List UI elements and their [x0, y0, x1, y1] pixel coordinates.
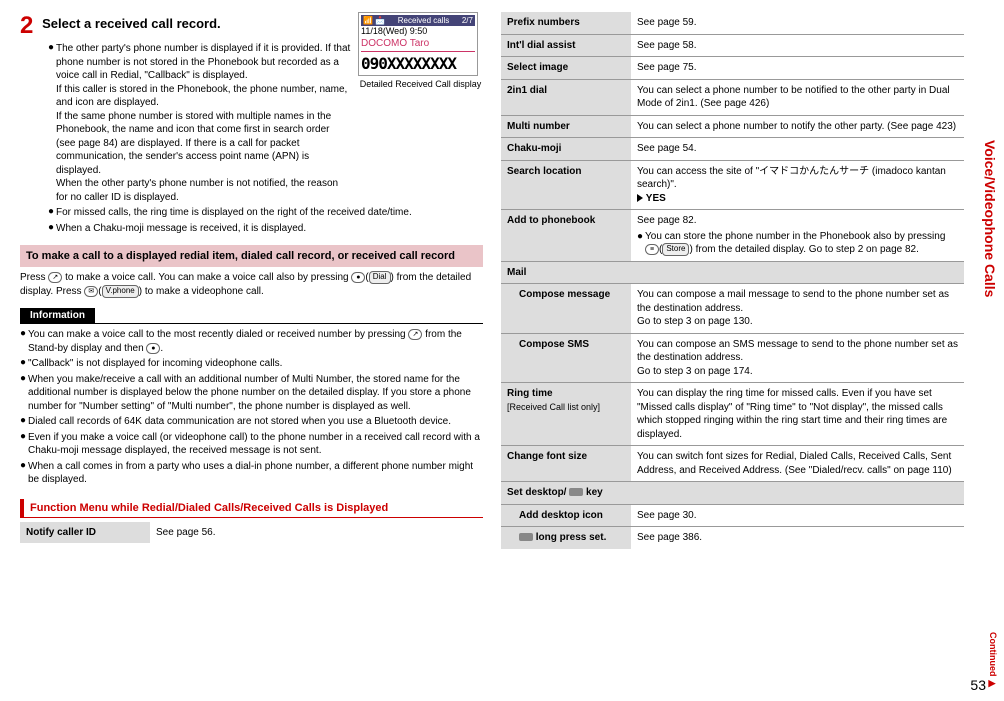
callout-bar: To make a call to a displayed redial ite… [20, 245, 483, 267]
right-column: Prefix numbersSee page 59. Int'l dial as… [501, 12, 964, 689]
phone-screen: 📶 📩 Received calls 2/7 11/18(Wed) 9:50 D… [358, 12, 478, 76]
callout-para: Press ↗ to make a voice call. You can ma… [20, 271, 483, 298]
information-box: ●You can make a voice call to the most r… [20, 323, 483, 487]
bullet-text: For missed calls, the ring time is displ… [56, 206, 483, 220]
table-row: Int'l dial assistSee page 58. [501, 34, 964, 57]
vphone-softkey: V.phone [102, 285, 139, 298]
call-key-icon: ↗ [408, 329, 422, 340]
left-column: 📶 📩 Received calls 2/7 11/18(Wed) 9:50 D… [20, 12, 483, 689]
step-title: Select a received call record. [42, 16, 221, 31]
table-row: Change font sizeYou can switch font size… [501, 446, 964, 482]
phone-caption: Detailed Received Call display [358, 79, 483, 89]
info-item: When you make/receive a call with an add… [28, 373, 483, 414]
menu-key-icon: ≡ [645, 244, 659, 255]
phone-hdr-title: Received calls [398, 16, 450, 25]
table-row: Select imageSee page 75. [501, 57, 964, 80]
table-row: Multi numberYou can select a phone numbe… [501, 115, 964, 138]
table-row: Add desktop iconSee page 30. [501, 504, 964, 527]
step-bullet: ● For missed calls, the ring time is dis… [48, 206, 483, 220]
phone-line2: DOCOMO Taro [361, 38, 475, 49]
table-row: Chaku-mojiSee page 54. [501, 138, 964, 161]
side-tab: Voice/Videophone Calls [982, 140, 998, 297]
phone-hdr-count: 2/7 [462, 16, 473, 25]
mail-key-icon: ✉ [84, 286, 98, 297]
table-row: Set desktop/ key [501, 482, 964, 505]
table-row: Search locationYou can access the site o… [501, 160, 964, 210]
center-key-icon: ● [146, 343, 160, 354]
phone-figure: 📶 📩 Received calls 2/7 11/18(Wed) 9:50 D… [358, 12, 483, 89]
table-row: 2in1 dialYou can select a phone number t… [501, 79, 964, 115]
bullet-text: When a Chaku-moji message is received, i… [56, 222, 483, 236]
table-row: Compose messageYou can compose a mail me… [501, 284, 964, 334]
step-number: 2 [20, 12, 33, 40]
continued-label: Continued ▶ [988, 632, 998, 689]
info-item: You can make a voice call to the most re… [28, 328, 483, 355]
info-item: When a call comes in from a party who us… [28, 460, 483, 487]
table-row: Notify caller ID See page 56. [20, 522, 483, 544]
table-row: Prefix numbersSee page 59. [501, 12, 964, 34]
right-table: Prefix numbersSee page 59. Int'l dial as… [501, 12, 964, 549]
info-item: Even if you make a voice call (or videop… [28, 431, 483, 458]
phone-hdr-icons: 📶 📩 [363, 16, 385, 25]
left-table: Notify caller ID See page 56. [20, 522, 483, 544]
table-row: Mail [501, 261, 964, 284]
table-row: Compose SMSYou can compose an SMS messag… [501, 333, 964, 383]
triangle-icon [637, 194, 643, 202]
phone-line1: 11/18(Wed) 9:50 [361, 26, 475, 36]
information-header: Information [20, 308, 95, 323]
center-key-icon: ● [351, 272, 365, 283]
key-icon [569, 488, 583, 496]
page-number: 53 [970, 677, 986, 693]
call-key-icon: ↗ [48, 272, 62, 283]
info-item: "Callback" is not displayed for incoming… [28, 357, 483, 371]
phone-number-big: 090XXXXXXXX [361, 54, 475, 73]
info-item: Dialed call records of 64K data communic… [28, 415, 483, 429]
dial-softkey: Dial [369, 271, 391, 284]
cell-val: See page 56. [150, 522, 483, 544]
step-bullet: ● When a Chaku-moji message is received,… [48, 222, 483, 236]
table-row: long press set.See page 386. [501, 527, 964, 549]
store-softkey: Store [662, 243, 689, 256]
table-row: Ring time[Received Call list only]You ca… [501, 383, 964, 446]
cell-key: Notify caller ID [20, 522, 150, 544]
table-row: Add to phonebookSee page 82.●You can sto… [501, 210, 964, 262]
step-bullet: ● The other party's phone number is disp… [48, 42, 352, 204]
key-icon [519, 533, 533, 541]
function-menu-header: Function Menu while Redial/Dialed Calls/… [20, 499, 483, 518]
step-block: 📶 📩 Received calls 2/7 11/18(Wed) 9:50 D… [20, 12, 483, 235]
bullet-text: The other party's phone number is displa… [56, 42, 352, 204]
